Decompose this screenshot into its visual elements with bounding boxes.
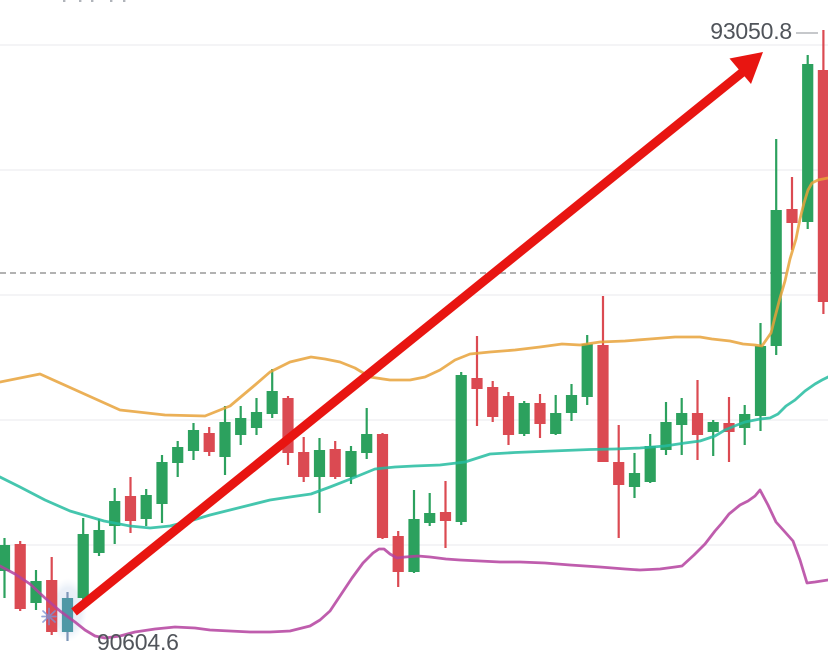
svg-text:93050.8: 93050.8 — [710, 18, 792, 44]
svg-text:90604.6: 90604.6 — [97, 629, 179, 655]
